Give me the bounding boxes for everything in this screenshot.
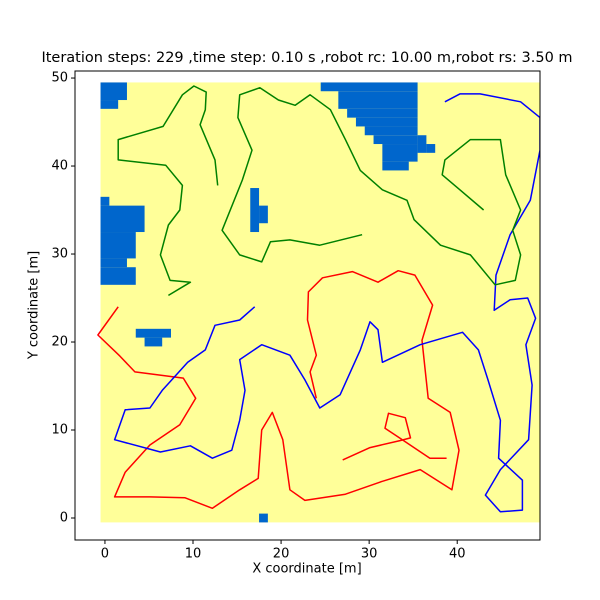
obstacle (100, 258, 127, 268)
free-space (100, 82, 540, 523)
obstacle (382, 144, 418, 162)
obstacle (373, 135, 418, 145)
y-tick-label: 20 (51, 335, 68, 350)
obstacle (100, 267, 136, 285)
obstacle (100, 100, 119, 109)
x-tick-label: 30 (361, 547, 378, 562)
trajectory (97, 269, 460, 510)
y-tick-label: 40 (51, 159, 68, 174)
y-tick-label: 0 (60, 511, 68, 526)
trajectory (113, 93, 540, 513)
obstacle (250, 188, 260, 233)
y-axis-label: Y coordinate [m] (27, 251, 42, 360)
plot-area (97, 82, 540, 523)
obstacle (135, 328, 171, 338)
obstacle (100, 82, 127, 101)
obstacle (347, 108, 418, 118)
x-tick-label: 20 (273, 547, 290, 562)
y-tick-label: 30 (51, 247, 68, 262)
obstacle (382, 161, 409, 171)
y-tick-label: 50 (51, 71, 68, 86)
obstacle (364, 126, 418, 136)
x-tick-label: 40 (449, 547, 466, 562)
x-axis-label: X coordinate [m] (252, 562, 361, 577)
obstacle (417, 135, 427, 153)
obstacle (259, 513, 268, 523)
obstacle (259, 205, 268, 224)
trajectory (117, 85, 522, 297)
obstacle (144, 337, 163, 347)
x-tick-label: 10 (185, 547, 202, 562)
obstacle (338, 91, 418, 109)
obstacle (426, 144, 436, 153)
obstacle (320, 82, 418, 92)
x-tick-label: 0 (101, 547, 109, 562)
obstacle (100, 232, 136, 259)
axes-frame (74, 70, 541, 541)
obstacle (100, 196, 110, 206)
y-tick-label: 10 (51, 423, 68, 438)
chart-title: Iteration steps: 229 ,time step: 0.10 s … (41, 50, 572, 66)
obstacle (355, 117, 418, 127)
obstacle (100, 205, 145, 233)
